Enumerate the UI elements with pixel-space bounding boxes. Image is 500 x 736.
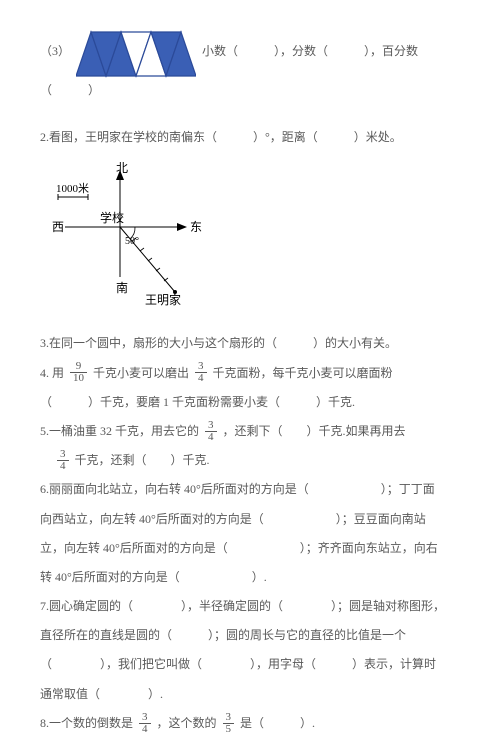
north-label: 北 <box>116 162 128 175</box>
frac-3-4-d: 34 <box>139 712 151 735</box>
q3b: 3.在同一个圆中，扇形的大小与这个扇形的（ ）的大小有关。 <box>40 331 460 356</box>
q6-l3: 立，向左转 40°后所面对的方向是（ ）；齐齐面向东站立，向右 <box>40 536 460 561</box>
scale-label: 1000米 <box>56 182 89 195</box>
dest-label: 王明家 <box>145 292 181 307</box>
south-label: 南 <box>116 280 128 295</box>
q5-line2: 34 千克，还剩（ ）千克. <box>40 448 460 473</box>
q2-text: 2.看图，王明家在学校的南偏东（ ）°，距离（ ）米处。 <box>40 125 460 150</box>
center-label: 学校 <box>100 210 124 225</box>
q7-l3: （ ），我们把它叫做（ ），用字母（ ）表示，计算时 <box>40 652 460 677</box>
frac-3-4-c: 34 <box>57 449 69 472</box>
q3-label: （3） <box>40 39 70 64</box>
q5-line1: 5.一桶油重 32 千克，用去它的 34 ，还剩下（ ）千克.如果再用去 <box>40 419 460 444</box>
q4-line1: 4. 用 910 千克小麦可以磨出 34 千克面粉，每千克小麦可以磨面粉 <box>40 361 460 386</box>
west-label: 西 <box>52 220 64 234</box>
q5c: 千克，还剩（ ）千克. <box>75 453 210 467</box>
q5b: ，还剩下（ ）千克.如果再用去 <box>223 424 406 438</box>
q6-l2: 向西站立，向左转 40°后所面对的方向是（ ）；豆豆面向南站 <box>40 507 460 532</box>
frac-3-5: 35 <box>223 712 235 735</box>
q7-l2: 直径所在的直线是圆的（ ）；圆的周长与它的直径的比值是一个 <box>40 623 460 648</box>
q8: 8.一个数的倒数是 34 ，这个数的 35 是（ ）. <box>40 711 460 736</box>
q4b: 千克小麦可以磨出 <box>93 366 189 380</box>
frac-9-10: 910 <box>70 361 87 384</box>
q6-l1: 6.丽丽面向北站立，向右转 40°后所面对的方向是（ ）；丁丁面 <box>40 477 460 502</box>
q7-l4: 通常取值（ ）. <box>40 682 460 707</box>
q3-tail: （ ） <box>40 78 460 103</box>
frac-3-4-b: 34 <box>205 420 217 443</box>
compass-diagram: 北 南 东 西 学校 50° 王明家 1000米 <box>40 162 210 312</box>
q7-l1: 7.圆心确定圆的（ ），半径确定圆的（ ）；圆是轴对称图形， <box>40 594 460 619</box>
q8b: ，这个数的 <box>157 716 217 730</box>
q6-l4: 转 40°后所面对的方向是（ ）. <box>40 565 460 590</box>
q4c: 千克面粉，每千克小麦可以磨面粉 <box>213 366 393 380</box>
angle-label: 50° <box>125 236 139 247</box>
q4a: 4. 用 <box>40 366 64 380</box>
q8a: 8.一个数的倒数是 <box>40 716 133 730</box>
q3-after: 小数（ ），分数（ ），百分数 <box>202 39 418 64</box>
frac-3-4-a: 34 <box>195 361 207 384</box>
q8c: 是（ ）. <box>240 716 315 730</box>
q4-line2: （ ）千克，要磨 1 千克面粉需要小麦（ ）千克. <box>40 390 460 415</box>
triangle-diagram <box>76 30 196 78</box>
east-label: 东 <box>190 220 202 234</box>
q5a: 5.一桶油重 32 千克，用去它的 <box>40 424 199 438</box>
